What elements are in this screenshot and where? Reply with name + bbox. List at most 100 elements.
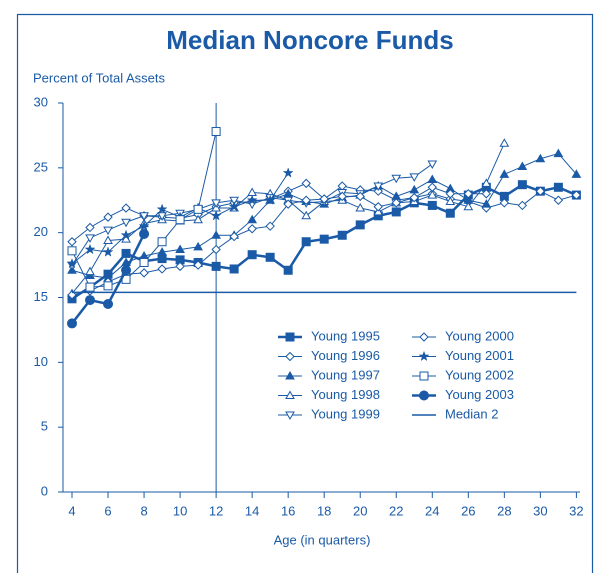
point xyxy=(373,186,383,196)
legend-label: Young 2002 xyxy=(445,367,514,382)
point xyxy=(157,254,167,264)
x-tick-label: 24 xyxy=(425,503,439,518)
point xyxy=(193,260,203,270)
point xyxy=(121,218,131,228)
point xyxy=(301,178,311,189)
point xyxy=(337,181,347,191)
legend-label: Young 2003 xyxy=(445,387,514,402)
point xyxy=(84,243,96,255)
point xyxy=(427,200,437,210)
point xyxy=(391,174,402,184)
point xyxy=(283,265,293,275)
x-axis-label: Age (in quarters) xyxy=(274,532,371,547)
x-tick-label: 8 xyxy=(140,503,147,518)
legend-marker xyxy=(285,411,295,421)
point xyxy=(175,261,185,272)
point xyxy=(211,230,221,239)
point xyxy=(139,228,150,239)
point xyxy=(283,199,293,209)
point xyxy=(553,182,563,192)
x-tick-label: 26 xyxy=(461,503,475,518)
legend-marker xyxy=(285,390,295,399)
point xyxy=(264,194,276,205)
point xyxy=(409,192,419,203)
point xyxy=(355,220,365,230)
x-tick-label: 10 xyxy=(173,503,187,518)
point xyxy=(319,234,329,244)
point xyxy=(463,201,474,211)
x-tick-label: 32 xyxy=(569,503,583,518)
point xyxy=(355,191,365,202)
point xyxy=(156,203,168,215)
legend-label: Young 1999 xyxy=(311,406,380,421)
point xyxy=(499,138,510,147)
x-tick-label: 4 xyxy=(68,503,75,518)
legend-label: Median 2 xyxy=(445,406,498,421)
chart-title: Median Noncore Funds xyxy=(166,25,453,55)
point xyxy=(301,210,312,220)
point xyxy=(139,257,149,267)
point xyxy=(211,199,221,208)
point xyxy=(445,196,456,206)
point xyxy=(175,244,185,254)
point xyxy=(282,167,294,178)
point xyxy=(301,237,311,247)
legend-marker xyxy=(418,350,430,362)
x-tick-label: 22 xyxy=(389,503,403,518)
legend-marker xyxy=(285,370,295,380)
x-tick-label: 30 xyxy=(533,503,547,518)
point xyxy=(175,215,185,225)
point xyxy=(67,237,77,247)
x-tick-label: 28 xyxy=(497,503,511,518)
point xyxy=(246,194,258,205)
point xyxy=(211,244,221,255)
point xyxy=(553,195,564,205)
point xyxy=(445,208,455,218)
point xyxy=(427,190,438,199)
point xyxy=(85,295,96,306)
legend-label: Young 1998 xyxy=(311,387,380,402)
y-tick-label: 20 xyxy=(34,224,48,239)
y-tick-label: 5 xyxy=(41,419,48,434)
legend-label: Young 1995 xyxy=(311,328,380,343)
point xyxy=(373,182,384,191)
legend-marker xyxy=(419,371,429,381)
legend-marker xyxy=(285,332,295,342)
point xyxy=(103,226,113,236)
point xyxy=(121,248,131,258)
point xyxy=(211,127,221,137)
point xyxy=(409,173,420,182)
point xyxy=(103,212,113,222)
x-tick-label: 6 xyxy=(104,503,111,518)
point xyxy=(103,281,113,291)
point xyxy=(67,318,78,329)
frame xyxy=(16,13,594,573)
point xyxy=(319,194,329,204)
x-tick-label: 20 xyxy=(353,503,367,518)
point xyxy=(157,237,167,247)
y-tick-label: 15 xyxy=(34,289,48,304)
point xyxy=(121,203,131,213)
point xyxy=(193,214,203,224)
y-tick-label: 25 xyxy=(34,159,48,174)
point xyxy=(301,195,311,205)
legend-label: Young 2001 xyxy=(445,348,514,363)
point xyxy=(409,184,420,194)
point xyxy=(193,204,203,214)
legend-marker xyxy=(285,351,295,362)
y-tick-label: 0 xyxy=(41,483,48,498)
point xyxy=(481,199,492,208)
point xyxy=(571,190,582,200)
point xyxy=(427,174,438,184)
point xyxy=(229,196,239,206)
point xyxy=(103,298,114,309)
point xyxy=(247,214,258,224)
point xyxy=(499,169,510,178)
point xyxy=(247,250,257,260)
point xyxy=(193,241,203,251)
point xyxy=(247,187,258,196)
x-tick-label: 12 xyxy=(209,503,223,518)
point xyxy=(85,282,95,292)
point xyxy=(427,182,437,192)
